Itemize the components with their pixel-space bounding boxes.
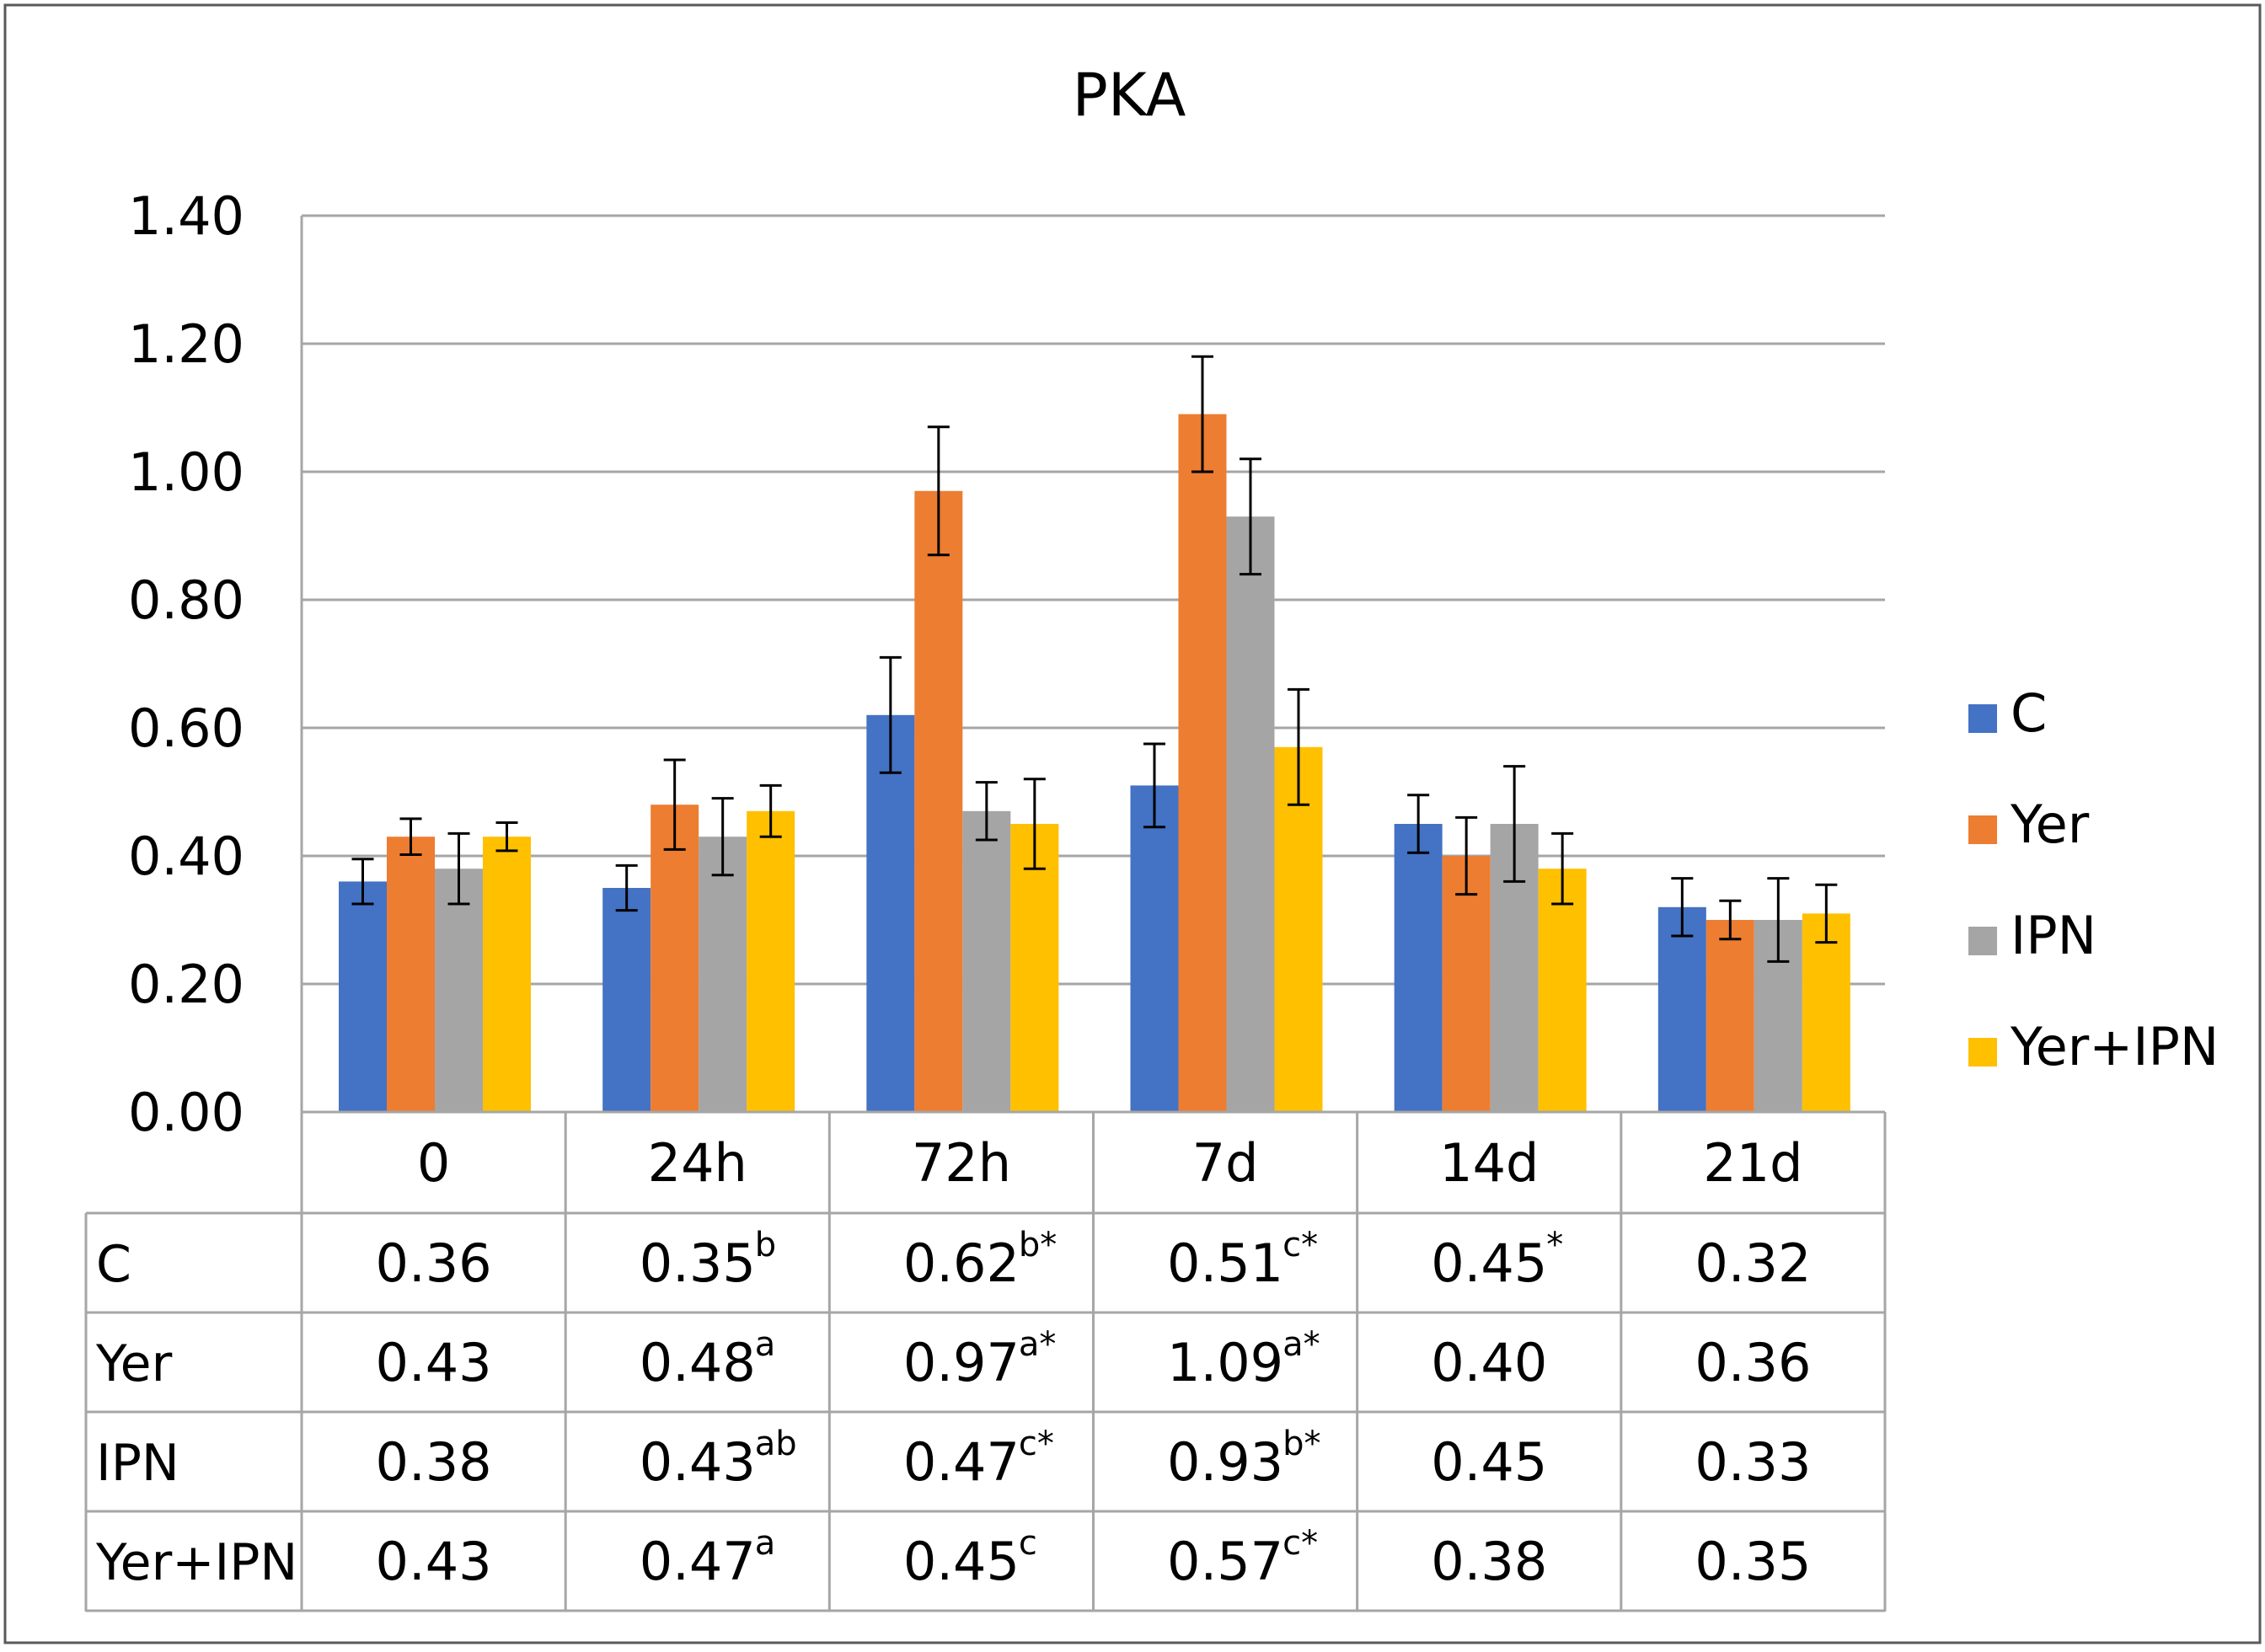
x-category-label: 72h xyxy=(912,1132,1011,1194)
legend-label: Yer xyxy=(2010,794,2090,855)
y-tick-label: 0.60 xyxy=(128,698,244,759)
table-cell-value: 0.38 xyxy=(1431,1531,1547,1592)
bar-IPN-7d xyxy=(1226,516,1275,1112)
bar-marks xyxy=(339,414,1850,1113)
bar-C-0 xyxy=(339,881,387,1112)
legend-swatch-Yer xyxy=(1968,815,1997,844)
bar-C-14d xyxy=(1394,824,1443,1112)
legend-label: C xyxy=(2011,682,2047,744)
x-category-label: 24h xyxy=(648,1132,747,1194)
y-axis-ticks: 0.00 0.20 0.40 0.60 0.80 1.00 1.20 1.40 xyxy=(128,185,244,1143)
table-cell-value: 1.09 xyxy=(1167,1332,1283,1393)
table-cell-value: 0.45 xyxy=(1431,1431,1547,1493)
legend-label: IPN xyxy=(2011,905,2096,966)
bar-C-72h xyxy=(866,714,915,1112)
bar-Yer+IPN-24h xyxy=(747,810,795,1112)
table-cell-value: 0.35 xyxy=(640,1232,756,1294)
table-row-label: IPN xyxy=(96,1434,179,1493)
bar-Yer-14d xyxy=(1442,856,1491,1112)
bar-Yer-21d xyxy=(1705,920,1754,1112)
table-cell-value: 0.43 xyxy=(640,1431,756,1493)
bar-IPN-0 xyxy=(435,869,483,1112)
table-cell-value: 0.36 xyxy=(1695,1332,1811,1393)
x-category-label: 7d xyxy=(1192,1132,1259,1194)
legend-swatch-Yer+IPN xyxy=(1968,1038,1997,1067)
y-tick-label: 0.20 xyxy=(128,954,244,1015)
bar-Yer+IPN-21d xyxy=(1802,913,1850,1112)
chart-title: PKA xyxy=(1073,61,1186,130)
bar-IPN-72h xyxy=(962,810,1011,1112)
significance-mark: b xyxy=(755,1226,776,1264)
significance-mark: c* xyxy=(1282,1524,1318,1563)
table-cell-value: 0.48 xyxy=(640,1332,756,1393)
bar-C-21d xyxy=(1657,906,1706,1112)
significance-mark: ab xyxy=(755,1425,797,1463)
bar-Yer-72h xyxy=(914,490,963,1112)
table-cell-value: 0.51 xyxy=(1167,1232,1283,1294)
y-tick-label: 0.80 xyxy=(128,569,244,631)
table-cell-value: 0.32 xyxy=(1695,1232,1811,1294)
table-cell-value: 0.47 xyxy=(640,1531,756,1592)
y-tick-label: 1.40 xyxy=(128,185,244,247)
significance-mark: c xyxy=(1019,1524,1037,1563)
bar-Yer-0 xyxy=(387,837,435,1112)
significance-mark: b* xyxy=(1019,1226,1057,1264)
table-cell-value: 0.35 xyxy=(1695,1531,1811,1592)
table-row-label: Yer+IPN xyxy=(95,1533,297,1592)
y-tick-label: 0.00 xyxy=(128,1082,244,1143)
bar-C-24h xyxy=(602,888,651,1112)
legend: C Yer IPN Yer+IPN xyxy=(1968,682,2219,1077)
table-cell-value: 0.33 xyxy=(1695,1431,1811,1493)
table-cell-value: 0.40 xyxy=(1431,1332,1547,1393)
significance-mark: a* xyxy=(1282,1325,1320,1364)
significance-mark: c* xyxy=(1282,1226,1318,1264)
table-cell-value: 0.97 xyxy=(903,1332,1020,1393)
bar-Yer+IPN-14d xyxy=(1538,869,1587,1112)
legend-swatch-C xyxy=(1968,704,1997,733)
bar-C-7d xyxy=(1130,785,1179,1112)
significance-mark: b* xyxy=(1282,1425,1320,1463)
significance-mark: a xyxy=(755,1524,776,1563)
legend-swatch-IPN xyxy=(1968,927,1997,955)
bar-Yer+IPN-7d xyxy=(1274,746,1323,1112)
table-cell-value: 0.45 xyxy=(1431,1232,1547,1294)
table-cell-value: 0.36 xyxy=(376,1232,492,1294)
x-category-label: 0 xyxy=(417,1132,450,1194)
table-cell-value: 0.43 xyxy=(376,1531,492,1592)
table-cell-value: 0.38 xyxy=(376,1431,492,1493)
table-cell-value: 0.62 xyxy=(903,1232,1020,1294)
y-tick-label: 1.00 xyxy=(128,441,244,503)
significance-mark: a* xyxy=(1019,1325,1057,1364)
y-tick-label: 0.40 xyxy=(128,826,244,887)
legend-label: Yer+IPN xyxy=(2010,1016,2219,1077)
bar-Yer-24h xyxy=(651,805,699,1112)
x-category-label: 14d xyxy=(1439,1132,1539,1194)
significance-mark: a xyxy=(755,1325,776,1364)
error-bars xyxy=(351,355,1838,963)
bar-Yer+IPN-0 xyxy=(483,837,531,1112)
table-cell-value: 0.57 xyxy=(1167,1531,1283,1592)
table-cell-value: 0.47 xyxy=(903,1431,1020,1493)
significance-mark: * xyxy=(1546,1226,1563,1264)
bar-Yer+IPN-72h xyxy=(1010,824,1059,1112)
table-cell-value: 0.93 xyxy=(1167,1431,1283,1493)
table-cell-value: 0.45 xyxy=(903,1531,1020,1592)
bar-IPN-24h xyxy=(699,837,747,1112)
significance-mark: c* xyxy=(1019,1425,1054,1463)
bar-Yer-7d xyxy=(1178,414,1227,1113)
table-cell-value: 0.43 xyxy=(376,1332,492,1393)
y-tick-label: 1.20 xyxy=(128,313,244,375)
x-category-label: 21d xyxy=(1703,1132,1802,1194)
table-row-label: Yer xyxy=(95,1334,173,1393)
table-row-label: C xyxy=(96,1235,131,1294)
